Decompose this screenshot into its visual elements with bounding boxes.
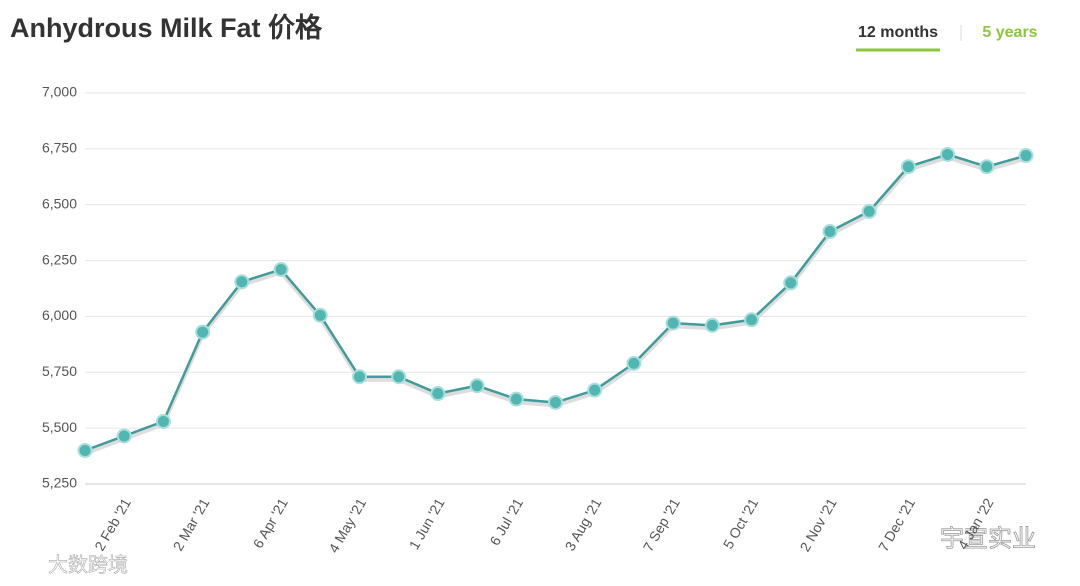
point [430, 386, 446, 402]
y-tick-label: 5,500 [42, 419, 77, 435]
x-tick-label: 1 Jun '21 [406, 495, 448, 552]
point [665, 315, 681, 331]
point [587, 382, 603, 398]
y-tick-label: 6,250 [42, 251, 77, 267]
point [77, 442, 93, 458]
point [391, 369, 407, 385]
point [744, 312, 760, 328]
tab[interactable]: 12 months [858, 24, 938, 41]
y-tick-label: 6,500 [42, 195, 77, 211]
point [900, 159, 916, 175]
x-tick-label: 2 Mar '21 [170, 495, 213, 553]
tab[interactable]: 5 years [982, 24, 1037, 41]
point [940, 146, 956, 162]
point [548, 394, 563, 410]
y-tick-label: 7,000 [42, 84, 77, 100]
point [195, 324, 211, 340]
point [116, 428, 132, 444]
point [1018, 148, 1034, 164]
y-tick-label: 5,250 [42, 475, 77, 491]
point [979, 159, 995, 175]
y-tick-label: 6,000 [42, 307, 77, 323]
x-tick-label: 7 Sep '21 [640, 495, 683, 554]
x-tick-label: 3 Aug '21 [562, 495, 605, 553]
x-tick-label: 4 May '21 [325, 495, 369, 555]
point [822, 224, 838, 240]
point [469, 378, 485, 394]
point [783, 275, 799, 291]
watermark: 大数跨境 [48, 553, 128, 576]
x-tick-label: 6 Apr '21 [250, 495, 291, 551]
point [861, 203, 877, 219]
point [704, 317, 720, 333]
point [312, 307, 328, 323]
y-tick-label: 5,750 [42, 363, 77, 379]
watermark: 宇宣实业 [940, 525, 1036, 552]
x-tick-label: 7 Dec '21 [875, 495, 918, 554]
point [351, 369, 367, 385]
chart-title: Anhydrous Milk Fat 价格 [10, 13, 323, 43]
point [234, 274, 250, 290]
point [155, 413, 171, 429]
x-tick-label: 2 Nov '21 [797, 495, 840, 554]
point [273, 262, 289, 278]
x-tick-label: 2 Feb '21 [91, 495, 134, 553]
point [626, 355, 642, 371]
x-tick-label: 5 Oct '21 [720, 495, 762, 551]
point [508, 391, 524, 407]
y-tick-label: 6,750 [42, 140, 77, 156]
x-tick-label: 6 Jul '21 [486, 495, 526, 548]
